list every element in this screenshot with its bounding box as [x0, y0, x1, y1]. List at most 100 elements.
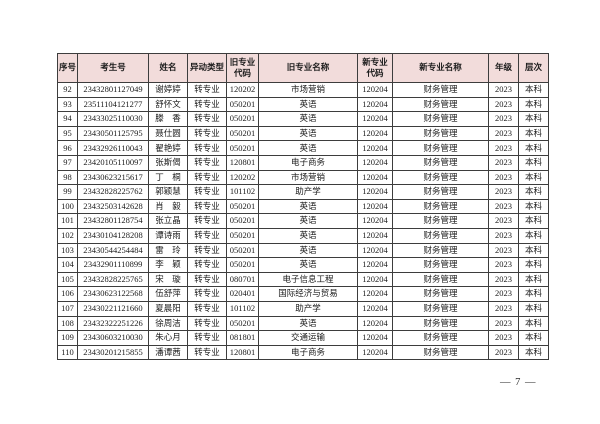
table-cell: 080701 [226, 271, 259, 288]
table-cell: 伍舒萍 [148, 286, 188, 302]
table-cell: 94 [57, 111, 78, 127]
table-cell: 本科 [518, 111, 549, 127]
table-cell: 120204 [357, 125, 393, 142]
table-cell: 23430623122568 [77, 286, 149, 302]
table-cell: 转专业 [187, 125, 227, 142]
table-row: 99 23432828225762 郭颖慧 转专业 101102 助产学 120204 财务管… [57, 184, 549, 200]
table-cell: 李 颖 [148, 257, 188, 273]
table-row: 102 23430104128208 谭诗雨 转专业 050201 英语 120204 财务管… [57, 227, 549, 244]
column-header: 旧专业名称 [258, 53, 358, 83]
table-row: 105 23432828225765 宋 璇转专业 080701 电子信息工程 12020… [57, 271, 549, 288]
table-cell: 2023 [488, 154, 519, 171]
table-row: 100 23432503142628 肖 毅转专业 050201 英语 120204 财务管… [57, 198, 549, 215]
table-cell: 翟艳婷 [148, 140, 188, 156]
table-cell: 助产学 [258, 184, 358, 200]
table-row: 98 23430623215617 丁 桐转专业 120202 市场营销 120204 财务… [57, 169, 549, 186]
table-cell: 23432828225765 [77, 271, 149, 288]
table-cell: 120801 [226, 154, 259, 171]
table-cell: 103 [57, 242, 78, 259]
table-cell: 郭颖慧 [148, 184, 188, 200]
table-cell: 2023 [488, 300, 519, 317]
table-cell: 23432926110043 [77, 140, 149, 156]
table-cell: 120204 [357, 140, 393, 156]
table-cell: 本科 [518, 242, 549, 259]
table-cell: 转专业 [187, 154, 227, 171]
table-cell: 转专业 [187, 82, 227, 98]
table-cell: 本科 [518, 213, 549, 229]
table-row: 95 23430501125795 聂仕圆 转专业 050201 英语 120204 财务管理… [57, 125, 549, 142]
table-cell: 2023 [488, 330, 519, 346]
table-cell: 转专业 [187, 300, 227, 317]
column-header: 新专业名称 [392, 53, 489, 83]
table-cell: 电子商务 [258, 154, 358, 171]
table-cell: 2023 [488, 213, 519, 229]
table-cell: 23432801128754 [77, 213, 149, 229]
table-cell: 转专业 [187, 271, 227, 288]
table-cell: 聂仕圆 [148, 125, 188, 142]
table-row: 101 23432801128754 张立晶 转专业 050201 英语 120204 财务管… [57, 213, 549, 229]
table-cell: 肖 毅 [148, 198, 188, 215]
table-cell: 23430603210030 [77, 330, 149, 346]
table-cell: 潘谭茜 [148, 344, 188, 361]
table-cell: 电子商务 [258, 344, 358, 361]
table-cell: 93 [57, 96, 78, 113]
table-cell: 谢婷婷 [148, 82, 188, 98]
table-cell: 120204 [357, 227, 393, 244]
table-cell: 本科 [518, 227, 549, 244]
table-cell: 转专业 [187, 198, 227, 215]
table-cell: 财务管理 [392, 315, 489, 332]
table-cell: 120204 [357, 111, 393, 127]
table-cell: 106 [57, 286, 78, 302]
table-cell: 本科 [518, 300, 549, 317]
table-cell: 2023 [488, 169, 519, 186]
table-cell: 23511104121277 [77, 96, 149, 113]
table-row: 96 23432926110043 翟艳婷 转专业 050201 英语 120204 财务管理… [57, 140, 549, 156]
table-cell: 2023 [488, 96, 519, 113]
table-cell: 97 [57, 154, 78, 171]
table-row: 110 23430201215855 潘谭茜 转专业 120801 电子商务 120204 财… [57, 344, 549, 361]
table-row: 107 23430221121660 夏晨阳 转专业 101102 助产学 120204 财务… [57, 300, 549, 317]
table-cell: 2023 [488, 198, 519, 215]
table-cell: 120204 [357, 169, 393, 186]
table-cell: 转专业 [187, 257, 227, 273]
table-cell: 财务管理 [392, 154, 489, 171]
table-cell: 120204 [357, 213, 393, 229]
table-cell: 本科 [518, 330, 549, 346]
table-cell: 120204 [357, 344, 393, 361]
table-cell: 23433025110030 [77, 111, 149, 127]
table-cell: 050201 [226, 257, 259, 273]
table-cell: 102 [57, 227, 78, 244]
table-cell: 转专业 [187, 315, 227, 332]
table-cell: 2023 [488, 242, 519, 259]
table-cell: 2023 [488, 227, 519, 244]
table-cell: 23430221121660 [77, 300, 149, 317]
table-cell: 105 [57, 271, 78, 288]
table-cell: 转专业 [187, 96, 227, 113]
table-header: 序号 考生号 姓名 异动类型 旧专业代码 旧专业名称 新专业代码 新专业名称 年级 层次 [57, 53, 549, 83]
table-cell: 107 [57, 300, 78, 317]
table-cell: 本科 [518, 169, 549, 186]
table-cell: 050201 [226, 198, 259, 215]
table-cell: 96 [57, 140, 78, 156]
table-cell: 财务管理 [392, 96, 489, 113]
table-cell: 120204 [357, 96, 393, 113]
table-row: 109 23430603210030 朱心月 转专业 081801 交通运输 120204 财… [57, 330, 549, 346]
table-cell: 英语 [258, 198, 358, 215]
table-cell: 财务管理 [392, 111, 489, 127]
table-cell: 财务管理 [392, 330, 489, 346]
table-cell: 财务管理 [392, 213, 489, 229]
table-cell: 2023 [488, 111, 519, 127]
table-cell: 120204 [357, 82, 393, 98]
table-cell: 英语 [258, 242, 358, 259]
table-cell: 23420105110097 [77, 154, 149, 171]
table-cell: 050201 [226, 242, 259, 259]
table-cell: 财务管理 [392, 82, 489, 98]
table-row: 104 23432901110899 李 颖转专业 050201 英语 120204 财务管… [57, 257, 549, 273]
table-cell: 市场营销 [258, 169, 358, 186]
column-header: 层次 [518, 53, 549, 83]
table-cell: 2023 [488, 271, 519, 288]
table-cell: 本科 [518, 125, 549, 142]
table-cell: 转专业 [187, 184, 227, 200]
table-cell: 120202 [226, 169, 259, 186]
